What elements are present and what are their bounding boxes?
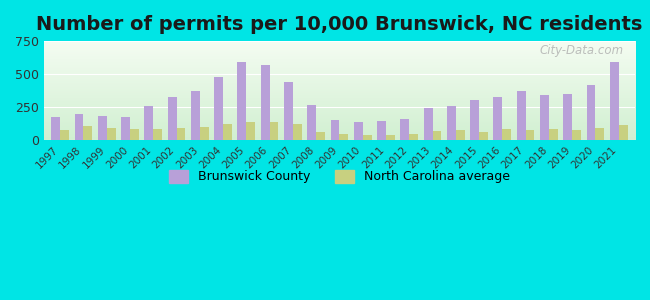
Bar bbox=[432, 131, 441, 140]
Bar bbox=[307, 105, 316, 140]
Bar bbox=[493, 97, 502, 140]
Bar bbox=[153, 129, 162, 140]
Bar bbox=[595, 128, 604, 140]
Bar bbox=[619, 125, 627, 140]
Bar bbox=[51, 117, 60, 140]
Bar bbox=[214, 77, 223, 140]
Bar bbox=[60, 130, 69, 140]
Bar bbox=[270, 122, 278, 140]
Text: City-Data.com: City-Data.com bbox=[539, 44, 623, 57]
Bar bbox=[98, 116, 107, 140]
Legend: Brunswick County, North Carolina average: Brunswick County, North Carolina average bbox=[164, 165, 515, 188]
Bar bbox=[168, 97, 177, 140]
Bar bbox=[75, 114, 83, 140]
Bar bbox=[284, 82, 293, 140]
Bar bbox=[549, 129, 558, 140]
Bar bbox=[540, 94, 549, 140]
Bar bbox=[479, 132, 488, 140]
Bar bbox=[331, 120, 339, 140]
Bar bbox=[130, 129, 139, 140]
Bar bbox=[107, 128, 116, 140]
Bar bbox=[586, 85, 595, 140]
Bar bbox=[83, 126, 92, 140]
Bar bbox=[191, 91, 200, 140]
Bar bbox=[354, 122, 363, 140]
Bar bbox=[246, 122, 255, 140]
Bar bbox=[200, 127, 209, 140]
Title: Number of permits per 10,000 Brunswick, NC residents: Number of permits per 10,000 Brunswick, … bbox=[36, 15, 643, 34]
Bar bbox=[293, 124, 302, 140]
Bar bbox=[377, 121, 386, 140]
Bar bbox=[177, 128, 185, 140]
Bar bbox=[339, 134, 348, 140]
Bar bbox=[517, 91, 526, 140]
Bar bbox=[502, 129, 511, 140]
Bar bbox=[144, 106, 153, 140]
Bar bbox=[610, 62, 619, 140]
Bar bbox=[386, 135, 395, 140]
Bar bbox=[456, 130, 465, 140]
Bar bbox=[424, 108, 432, 140]
Bar bbox=[572, 130, 581, 140]
Bar bbox=[564, 94, 572, 140]
Bar bbox=[526, 130, 534, 140]
Bar bbox=[363, 135, 372, 140]
Bar bbox=[447, 106, 456, 140]
Bar bbox=[223, 124, 232, 140]
Bar bbox=[410, 134, 418, 140]
Bar bbox=[316, 132, 325, 140]
Bar bbox=[470, 100, 479, 140]
Bar bbox=[261, 65, 270, 140]
Bar bbox=[121, 117, 130, 140]
Bar bbox=[400, 119, 410, 140]
Bar bbox=[237, 62, 246, 140]
